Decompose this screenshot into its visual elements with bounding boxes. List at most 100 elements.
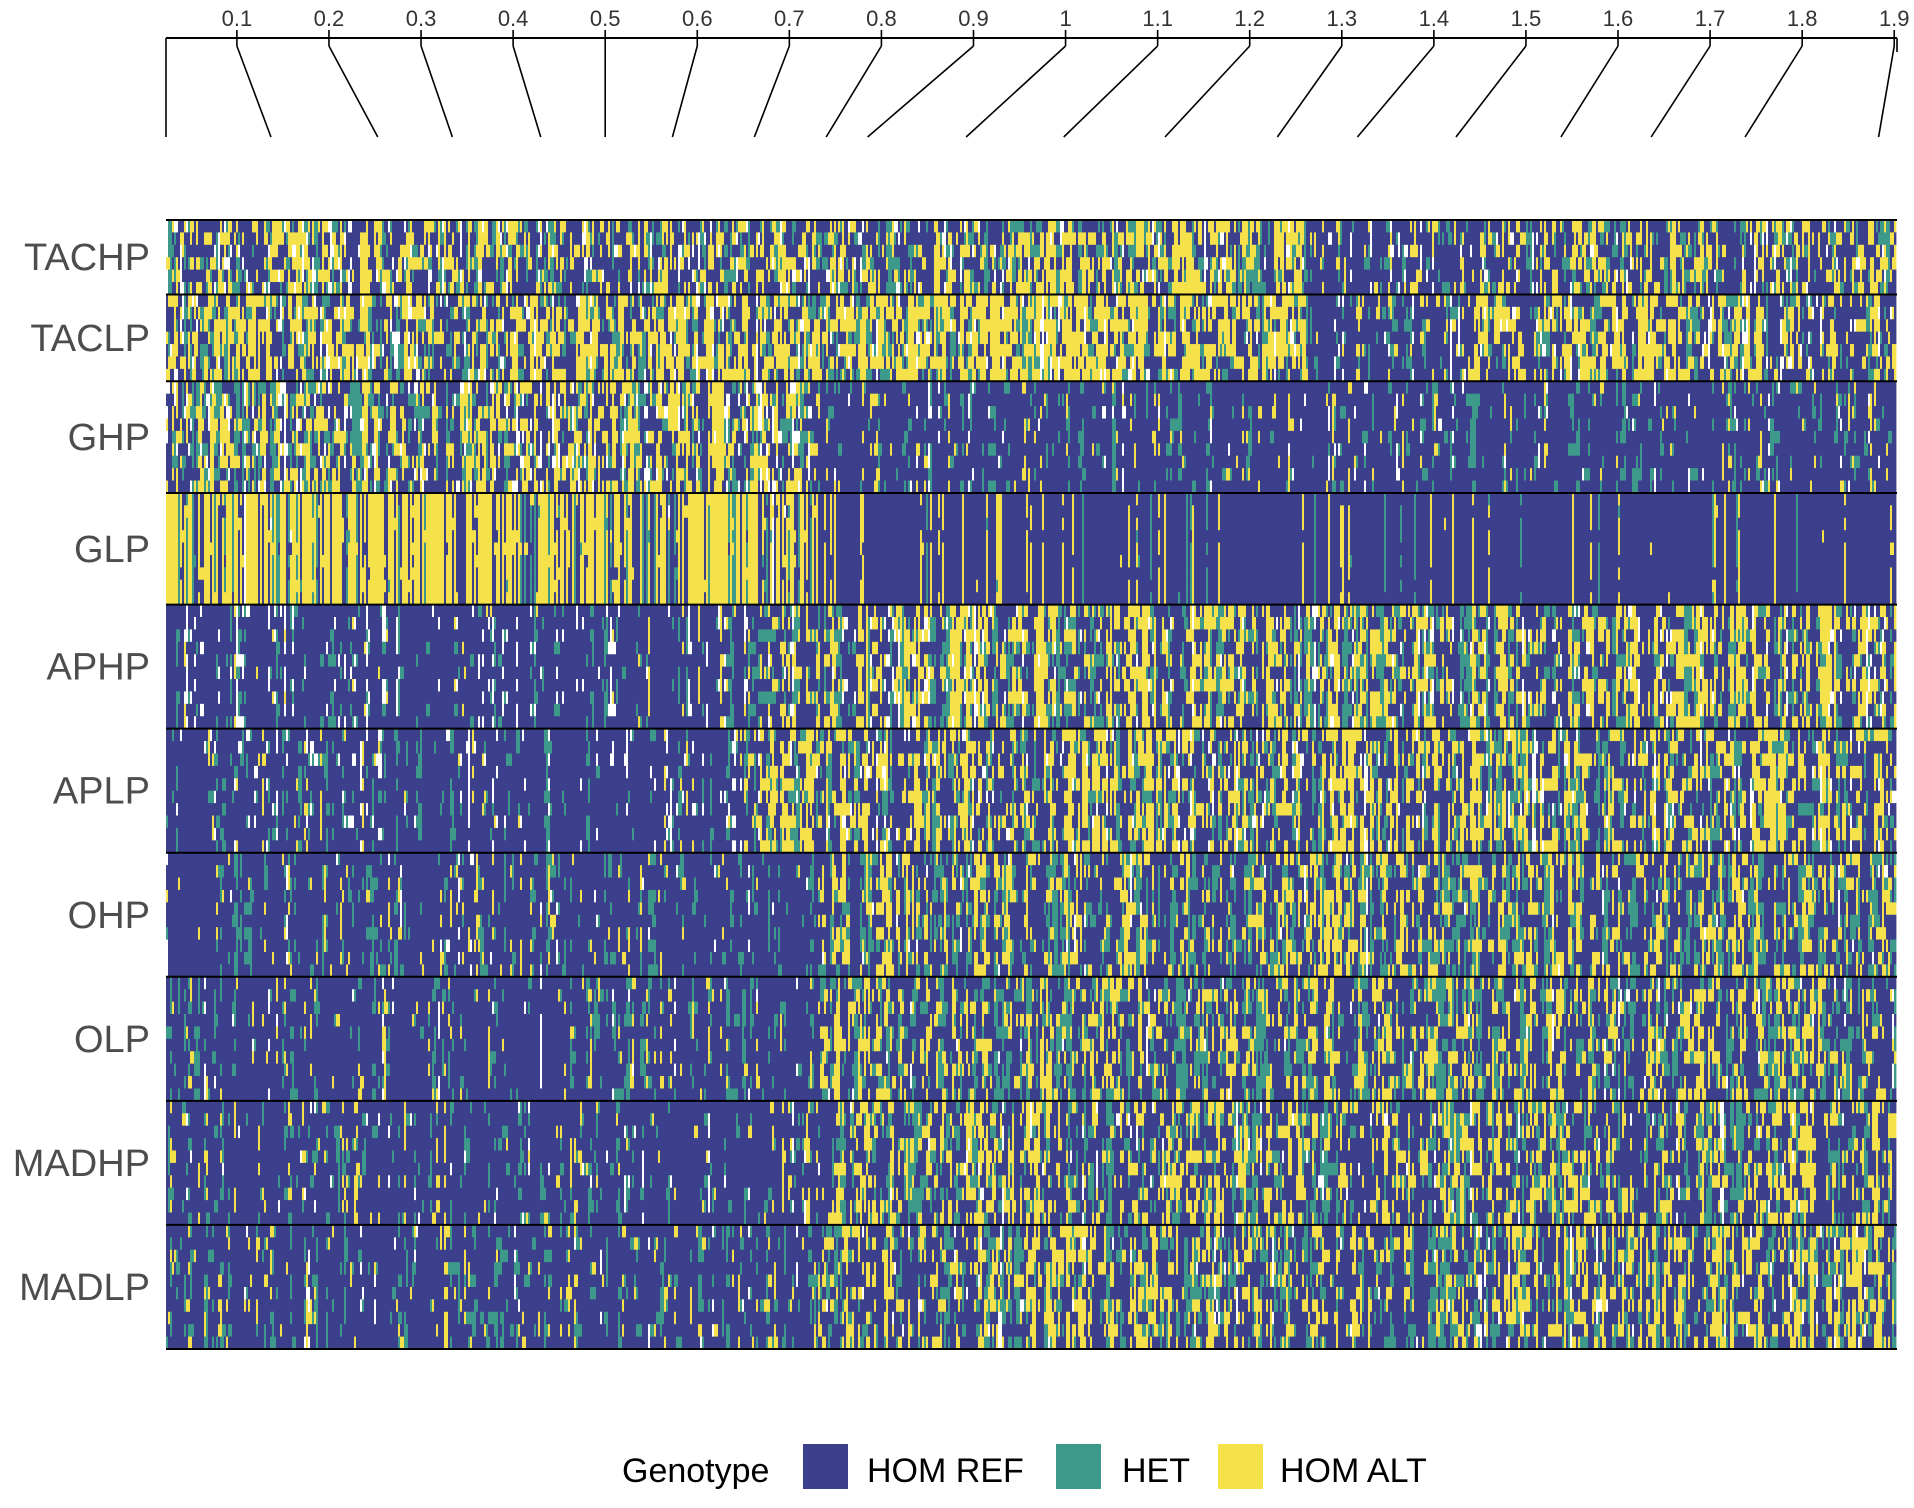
heatmap-cell	[1870, 257, 1874, 270]
heatmap-cell	[512, 282, 516, 295]
heatmap-cell	[330, 245, 334, 258]
heatmap-cell	[1088, 232, 1094, 245]
heatmap-cell	[1548, 220, 1552, 233]
heatmap-cell	[1464, 257, 1470, 270]
heatmap-cell	[192, 232, 196, 245]
heatmap-cell	[1810, 245, 1816, 258]
heatmap-cell	[916, 270, 920, 283]
heatmap-cell	[510, 232, 516, 245]
heatmap-cell	[424, 257, 428, 270]
heatmap-cell	[1806, 220, 1810, 233]
heatmap-cell	[1324, 220, 1336, 233]
heatmap-cell	[224, 257, 228, 270]
heatmap-cell	[724, 282, 728, 295]
heatmap-cell	[294, 232, 302, 245]
tick-connector	[868, 46, 974, 137]
heatmap-cell	[1260, 257, 1264, 270]
heatmap-cell	[398, 257, 402, 270]
heatmap-cell	[764, 232, 774, 245]
heatmap-cell	[168, 282, 172, 295]
heatmap-cell	[1120, 220, 1126, 233]
heatmap-cell	[1838, 220, 1844, 233]
heatmap-cell	[726, 232, 730, 245]
heatmap-cell	[218, 282, 224, 295]
heatmap-cell	[1056, 270, 1060, 283]
heatmap-cell	[572, 270, 576, 283]
heatmap-cell	[566, 270, 570, 283]
heatmap-cell	[1532, 220, 1536, 233]
heatmap-cell	[1610, 257, 1616, 270]
heatmap-cell	[1656, 220, 1660, 233]
heatmap-cell	[856, 257, 860, 270]
heatmap-cell	[914, 257, 922, 270]
tick-connector	[1879, 46, 1895, 137]
heatmap-cell	[920, 220, 924, 233]
heatmap-cell	[382, 270, 390, 283]
heatmap-cell	[392, 232, 398, 245]
heatmap-cell	[654, 245, 658, 258]
heatmap-cell	[736, 245, 740, 258]
heatmap-cell	[224, 232, 230, 245]
heatmap-cell	[556, 232, 560, 245]
heatmap-cell	[1686, 270, 1690, 283]
heatmap-cell	[1336, 257, 1340, 270]
heatmap-cell	[398, 232, 404, 245]
heatmap-cell	[174, 245, 180, 258]
heatmap-cell	[1136, 270, 1140, 283]
heatmap-cell	[708, 282, 712, 295]
heatmap-cell	[352, 257, 360, 270]
heatmap-cell	[1654, 245, 1658, 258]
heatmap-cell	[936, 232, 940, 245]
heatmap-cell	[886, 245, 892, 258]
heatmap-cell	[802, 245, 806, 258]
heatmap-cell	[1290, 220, 1294, 233]
heatmap-cell	[1354, 220, 1358, 233]
heatmap-cell	[862, 270, 868, 283]
heatmap-cell	[1620, 257, 1624, 270]
heatmap-cell	[956, 270, 960, 283]
heatmap-cell	[840, 270, 844, 283]
heatmap-cell	[588, 282, 600, 295]
heatmap-cell	[990, 245, 994, 258]
heatmap-cell	[886, 220, 892, 233]
heatmap-cell	[672, 220, 678, 233]
heatmap-cell	[1104, 220, 1108, 233]
heatmap-cell	[674, 232, 678, 245]
heatmap-cell	[1106, 270, 1110, 283]
heatmap-cell	[1774, 232, 1778, 245]
heatmap-cell	[646, 282, 650, 295]
heatmap-cell	[1864, 245, 1870, 258]
heatmap-cell	[598, 257, 608, 270]
heatmap-cell	[1520, 270, 1526, 283]
heatmap-cell	[382, 245, 386, 258]
heatmap-cell	[490, 245, 494, 258]
heatmap-cell	[504, 257, 508, 270]
heatmap-cell	[1072, 270, 1078, 283]
heatmap-cell	[640, 257, 648, 270]
heatmap-cell	[1006, 270, 1012, 283]
heatmap-cell	[1392, 270, 1402, 283]
heatmap-cell	[948, 232, 952, 245]
heatmap-cell	[1410, 270, 1414, 283]
heatmap-cell	[660, 282, 666, 295]
heatmap-cell	[550, 270, 554, 283]
heatmap-cell	[934, 257, 938, 270]
heatmap-cell	[720, 270, 724, 283]
heatmap-cell	[1376, 270, 1388, 283]
heatmap-cell	[926, 232, 934, 245]
heatmap-cell	[1036, 220, 1040, 233]
heatmap-cell	[618, 245, 622, 258]
heatmap-cell	[1148, 270, 1152, 283]
heatmap-cell	[440, 232, 444, 245]
heatmap-cell	[382, 232, 386, 245]
heatmap-cell	[666, 245, 670, 258]
heatmap-cell	[384, 220, 388, 233]
heatmap-cell	[1894, 270, 1896, 283]
heatmap-cell	[1492, 220, 1500, 233]
heatmap-cell	[1298, 270, 1302, 283]
heatmap-cell	[1548, 270, 1552, 283]
heatmap-cell	[1012, 257, 1016, 270]
heatmap-cell	[168, 270, 172, 283]
heatmap-cell	[1196, 245, 1200, 258]
